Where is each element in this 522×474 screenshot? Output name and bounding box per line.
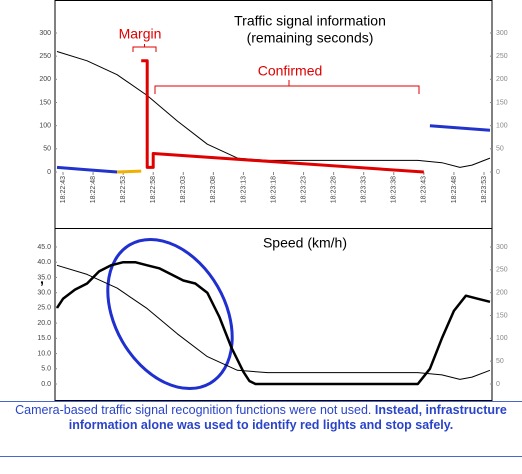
y-tick-label: 40.0: [37, 259, 51, 266]
x-tick-label: 18:22:48: [90, 176, 97, 203]
y-tick-label: 25.0: [37, 305, 51, 312]
y-tick-label: 0: [47, 169, 51, 176]
x-tick-label: 18:23:43: [421, 176, 428, 203]
y2-tick-label: 250: [496, 267, 508, 274]
y2-tick-label: 100: [496, 123, 508, 130]
series-line: [56, 264, 491, 380]
y-tick-label: 250: [39, 53, 51, 60]
x-tick-label: 18:22:58: [150, 176, 157, 203]
series-line: [55, 260, 491, 386]
y-tick-label: 0.0: [41, 381, 51, 388]
x-tick-label: 18:23:48: [451, 176, 458, 203]
y-tick-label: 30.0: [37, 290, 51, 297]
x-tick-label: 18:23:33: [361, 176, 368, 203]
y-tick-label: 100: [39, 123, 51, 130]
bottom-frame: [54, 228, 493, 401]
x-tick-label: 18:23:38: [391, 176, 398, 203]
y-tick-label: 15.0: [37, 335, 51, 342]
annotation: Confirmed: [258, 63, 323, 79]
y-tick-label: 45.0: [37, 244, 51, 251]
chart-title: Speed (km/h): [263, 235, 347, 251]
x-tick-label: 18:23:03: [180, 176, 187, 203]
y-tick-label: 50: [43, 146, 51, 153]
x-tick-label: 18:23:13: [240, 176, 247, 203]
confirmed-bracket: [154, 80, 420, 94]
caption-text: Camera-based traffic signal recognition …: [15, 403, 375, 417]
y-tick-label: 200: [39, 76, 51, 83]
x-tick-label: 18:23:18: [270, 176, 277, 203]
x-tick-label: 18:23:28: [330, 176, 337, 203]
x-tick-label: 18:23:23: [300, 176, 307, 203]
chart-title: Traffic signal information: [234, 13, 386, 29]
series-line: [56, 51, 491, 168]
y-tick-label: 150: [39, 99, 51, 106]
x-tick-label: 18:22:53: [120, 176, 127, 203]
y2-tick-label: 50: [496, 358, 504, 365]
y2-tick-label: 300: [496, 30, 508, 37]
caption: Camera-based traffic signal recognition …: [0, 401, 522, 457]
series-line: [56, 165, 118, 174]
annotation: Margin: [119, 26, 162, 42]
y2-tick-label: 200: [496, 76, 508, 83]
y-tick-label: 35.0: [37, 274, 51, 281]
highlight-ellipse: [106, 237, 234, 391]
chart-subtitle: (remaining seconds): [247, 30, 374, 46]
charts: Traffic signal information (remaining se…: [37, 0, 508, 401]
y2-tick-label: 50: [496, 146, 504, 153]
y-tick-label: 20.0: [37, 320, 51, 327]
y-tick-label: 5.0: [41, 366, 51, 373]
y-tick-label: 10.0: [37, 350, 51, 357]
y2-tick-label: 150: [496, 312, 508, 319]
y-tick-label: 300: [39, 30, 51, 37]
series-line: [141, 59, 424, 174]
y2-tick-label: 250: [496, 53, 508, 60]
caption-bold: Instead, infrastructure information alon…: [68, 403, 507, 432]
x-tick-label: 18:22:43: [60, 176, 67, 203]
y2-tick-label: 0: [496, 381, 500, 388]
series-line: [429, 124, 491, 132]
x-tick-label: 18:23:08: [210, 176, 217, 203]
x-tick-label: 18:23:53: [481, 176, 488, 203]
stray-mark: ,: [40, 271, 44, 287]
y2-tick-label: 0: [496, 169, 500, 176]
y2-tick-label: 300: [496, 244, 508, 251]
y2-tick-label: 150: [496, 99, 508, 106]
series-line: [117, 169, 142, 174]
y2-tick-label: 100: [496, 335, 508, 342]
y2-tick-label: 200: [496, 290, 508, 297]
margin-bracket: [132, 44, 157, 52]
